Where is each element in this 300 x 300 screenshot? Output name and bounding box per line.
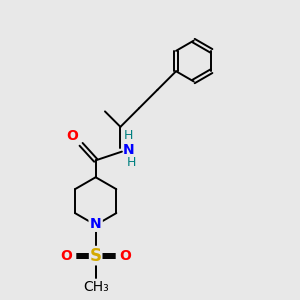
Text: H: H (124, 129, 134, 142)
Text: H: H (127, 156, 136, 169)
Text: CH₃: CH₃ (83, 280, 109, 294)
Text: O: O (61, 249, 72, 262)
Text: N: N (90, 217, 101, 231)
Text: O: O (66, 129, 78, 143)
Text: O: O (119, 249, 131, 262)
Text: S: S (90, 247, 102, 265)
Text: N: N (123, 143, 134, 157)
